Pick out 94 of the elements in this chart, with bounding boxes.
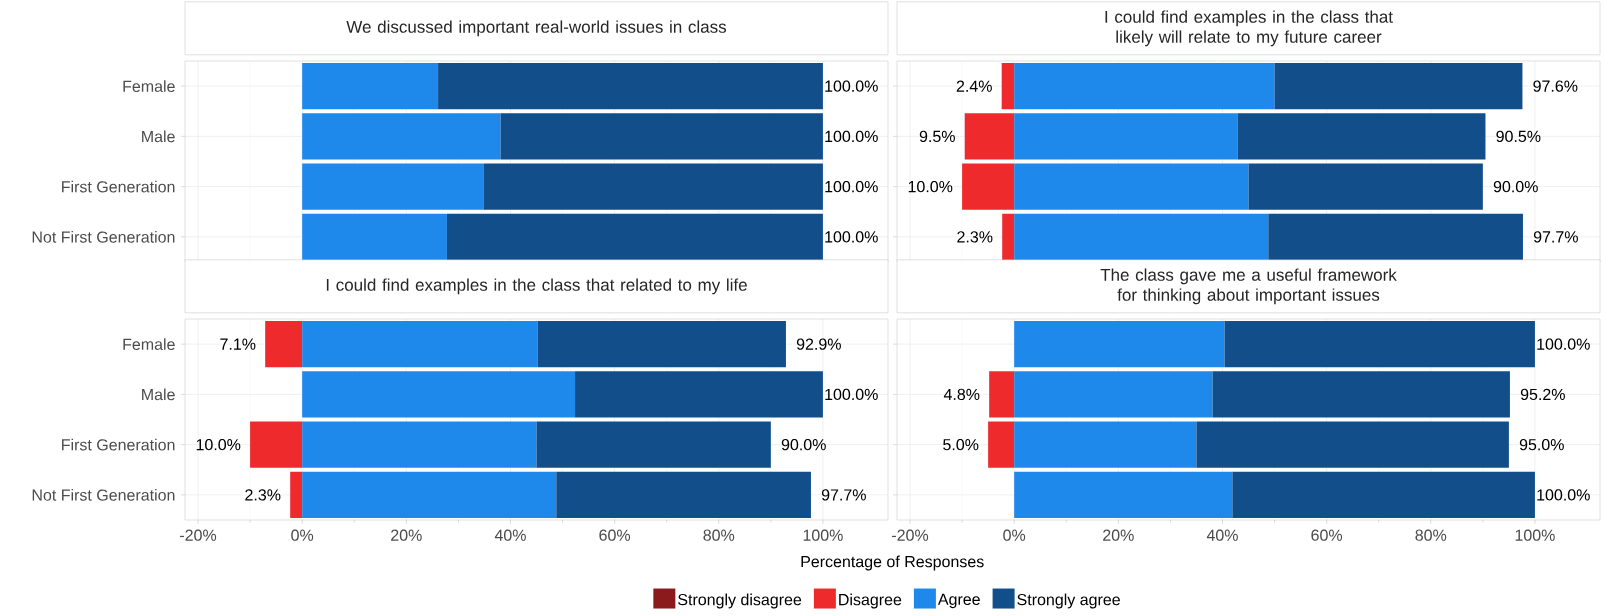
- bar: [250, 421, 303, 468]
- bar: [536, 421, 771, 468]
- x-tick-label: 20%: [391, 529, 422, 541]
- bar: [302, 113, 501, 160]
- x-tick-label: 80%: [703, 529, 735, 541]
- bar: [500, 113, 823, 160]
- chart-title: I could find examples in the class that related to my life: [326, 278, 747, 295]
- bar: [1274, 63, 1523, 110]
- annotation: 95.2%: [1520, 388, 1565, 401]
- annotation: 2.4%: [956, 80, 992, 92]
- bar: [1248, 163, 1483, 210]
- annotation: 92.9%: [796, 338, 841, 350]
- x-tick-label: 0%: [291, 529, 314, 541]
- x-tick-label: -20%: [180, 529, 217, 541]
- annotation: 5.0%: [943, 438, 979, 451]
- annotation: 90.0%: [781, 438, 826, 451]
- bar: [1002, 213, 1015, 260]
- y-tick-label: Not First Generation: [32, 489, 175, 501]
- y-tick-label: Not First Generation: [32, 231, 175, 243]
- bar: [1014, 371, 1213, 418]
- bar: [1014, 63, 1275, 110]
- bar: [302, 471, 557, 518]
- bar: [1232, 471, 1535, 518]
- x-tick-label: 40%: [1206, 529, 1238, 541]
- annotation: 95.0%: [1519, 438, 1564, 451]
- bar: [1014, 163, 1249, 210]
- annotation: 100.0%: [1537, 338, 1590, 350]
- annotation: 4.8%: [943, 388, 980, 401]
- bar: [1196, 421, 1509, 468]
- x-tick-label: 100%: [803, 529, 843, 541]
- bar: [537, 321, 786, 368]
- annotation: 100.0%: [825, 180, 878, 193]
- y-tick-label: Female: [123, 80, 175, 92]
- bar: [302, 371, 576, 418]
- annotation: 97.7%: [1533, 231, 1578, 243]
- bar: [1212, 371, 1510, 418]
- legend-label: Disagree: [839, 593, 902, 609]
- bar: [988, 421, 1015, 468]
- x-tick-label: 60%: [599, 529, 631, 541]
- x-tick-label: 100%: [1515, 529, 1555, 541]
- annotation: 90.5%: [1496, 130, 1541, 143]
- chart-title: The class gave me a useful framework for thinking about important issues: [1100, 268, 1397, 305]
- bar: [989, 371, 1015, 418]
- annotation: 7.1%: [220, 338, 256, 350]
- x-tick-label: 80%: [1415, 529, 1447, 541]
- bar: [1001, 63, 1015, 110]
- bar: [290, 471, 303, 518]
- x-tick-label: 40%: [494, 529, 526, 541]
- bar: [962, 163, 1015, 210]
- bar: [302, 321, 538, 368]
- bar: [1014, 113, 1238, 160]
- annotation: 100.0%: [825, 231, 878, 243]
- bar: [438, 63, 823, 110]
- x-tick-label: 20%: [1103, 529, 1134, 541]
- bar: [575, 371, 823, 418]
- legend-label: Strongly agree: [1017, 593, 1120, 609]
- annotation: 100.0%: [825, 388, 878, 401]
- bar: [302, 421, 537, 468]
- annotation: 97.6%: [1533, 80, 1578, 92]
- annotation: 9.5%: [919, 130, 955, 143]
- annotation: 10.0%: [196, 438, 241, 451]
- annotation: 100.0%: [1537, 489, 1590, 501]
- bar: [1237, 113, 1486, 160]
- annotation: 10.0%: [908, 180, 953, 193]
- annotation: 97.7%: [821, 489, 866, 501]
- bar: [964, 113, 1015, 160]
- bar: [302, 63, 439, 110]
- y-tick-label: Male: [142, 388, 175, 401]
- bar: [483, 163, 823, 210]
- x-tick-label: 0%: [1003, 529, 1026, 541]
- bar: [556, 471, 811, 518]
- chart-title: We discussed important real-world issues in class: [346, 20, 727, 37]
- bar: [265, 321, 303, 368]
- y-tick-label: First Generation: [62, 180, 175, 193]
- annotation: 2.3%: [245, 489, 281, 501]
- bar: [1014, 421, 1197, 468]
- legend-label: Strongly disagree: [678, 593, 802, 609]
- chart-title: I could find examples in the class that likely will relate to my future career: [1105, 10, 1393, 47]
- x-tick-label: 60%: [1311, 529, 1343, 541]
- legend-label: Agree: [937, 593, 980, 609]
- bar: [302, 163, 484, 210]
- annotation: 2.3%: [957, 231, 993, 243]
- bar: [1014, 471, 1233, 518]
- bar: [1014, 321, 1225, 368]
- annotation: 100.0%: [825, 130, 878, 143]
- bar: [302, 213, 447, 260]
- bar: [1224, 321, 1535, 368]
- annotation: 100.0%: [825, 80, 878, 92]
- y-tick-label: Male: [142, 130, 175, 143]
- y-tick-label: Female: [123, 338, 175, 351]
- x-tick-label: -20%: [892, 529, 929, 541]
- x-axis-title: Percentage of Responses: [801, 555, 984, 571]
- y-tick-label: First Generation: [62, 438, 175, 451]
- annotation: 90.0%: [1493, 180, 1538, 193]
